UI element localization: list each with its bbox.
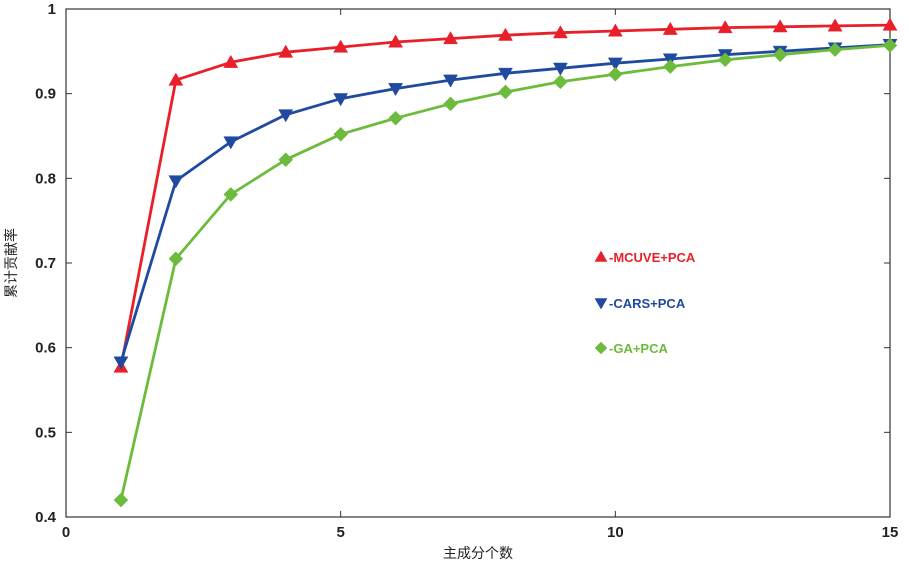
data-point <box>333 39 349 53</box>
data-point <box>498 67 513 81</box>
data-point <box>827 18 843 32</box>
data-point <box>882 17 898 31</box>
data-point <box>498 27 513 41</box>
y-tick-label: 0.6 <box>35 340 56 357</box>
data-point <box>772 47 788 63</box>
y-axis-title: 累计贡献率 <box>3 228 20 298</box>
data-point <box>223 187 239 202</box>
y-tick-label: 1 <box>48 1 56 18</box>
data-point <box>223 136 239 150</box>
data-point <box>223 54 239 68</box>
y-tick-label: 0.7 <box>35 255 56 272</box>
data-point <box>333 126 349 142</box>
legend: -MCUVE+PCA -CARS+PCA -GA+PCA <box>594 250 696 356</box>
data-point <box>168 175 184 189</box>
data-point <box>607 57 623 71</box>
data-point <box>552 62 568 76</box>
x-tick-label: 15 <box>882 524 899 541</box>
data-point <box>607 23 623 37</box>
axes: 0 5 10 15 0.4 0.5 0.6 0.7 0.8 0.9 1 <box>35 1 898 541</box>
legend-label: -CARS+PCA <box>609 296 686 311</box>
legend-label: -GA+PCA <box>609 341 668 356</box>
data-point <box>113 492 129 508</box>
data-point <box>662 59 678 74</box>
data-point <box>168 72 184 86</box>
data-point <box>827 42 843 57</box>
legend-entry: -GA+PCA <box>594 341 668 356</box>
data-point <box>388 34 404 48</box>
data-point <box>717 20 733 34</box>
y-tick-label: 0.4 <box>35 509 57 526</box>
data-point <box>278 109 294 123</box>
data-point <box>168 251 184 267</box>
data-point <box>443 74 458 88</box>
data-point <box>443 96 458 112</box>
data-point <box>278 44 294 58</box>
data-point <box>607 66 623 82</box>
legend-entry: -MCUVE+PCA <box>594 250 696 265</box>
data-point <box>113 356 129 370</box>
data-point <box>388 83 404 97</box>
data-point <box>388 110 403 126</box>
x-tick-label: 10 <box>607 524 624 541</box>
legend-marker <box>594 341 608 355</box>
series-2 <box>113 38 898 508</box>
legend-marker <box>594 298 608 310</box>
legend-entry: -CARS+PCA <box>594 296 686 311</box>
data-point <box>443 31 458 45</box>
data-point <box>662 21 678 35</box>
data-point <box>333 93 349 107</box>
data-point <box>772 19 788 33</box>
data-point <box>498 84 513 100</box>
x-tick-label: 0 <box>62 524 70 541</box>
y-tick-label: 0.8 <box>35 170 56 187</box>
series-line <box>119 44 891 501</box>
y-tick-label: 0.5 <box>35 424 56 441</box>
data-point <box>552 25 568 39</box>
plot-frame <box>65 8 891 518</box>
data-point <box>882 38 898 53</box>
data-point <box>553 74 568 90</box>
x-tick-label: 5 <box>336 524 344 541</box>
series-layer <box>113 17 898 508</box>
data-point <box>278 152 294 168</box>
y-tick-label: 0.9 <box>35 86 56 103</box>
series-0 <box>113 17 898 373</box>
data-point <box>717 52 733 68</box>
legend-marker <box>594 250 608 262</box>
x-axis-title: 主成分个数 <box>443 546 513 562</box>
legend-label: -MCUVE+PCA <box>609 250 696 265</box>
